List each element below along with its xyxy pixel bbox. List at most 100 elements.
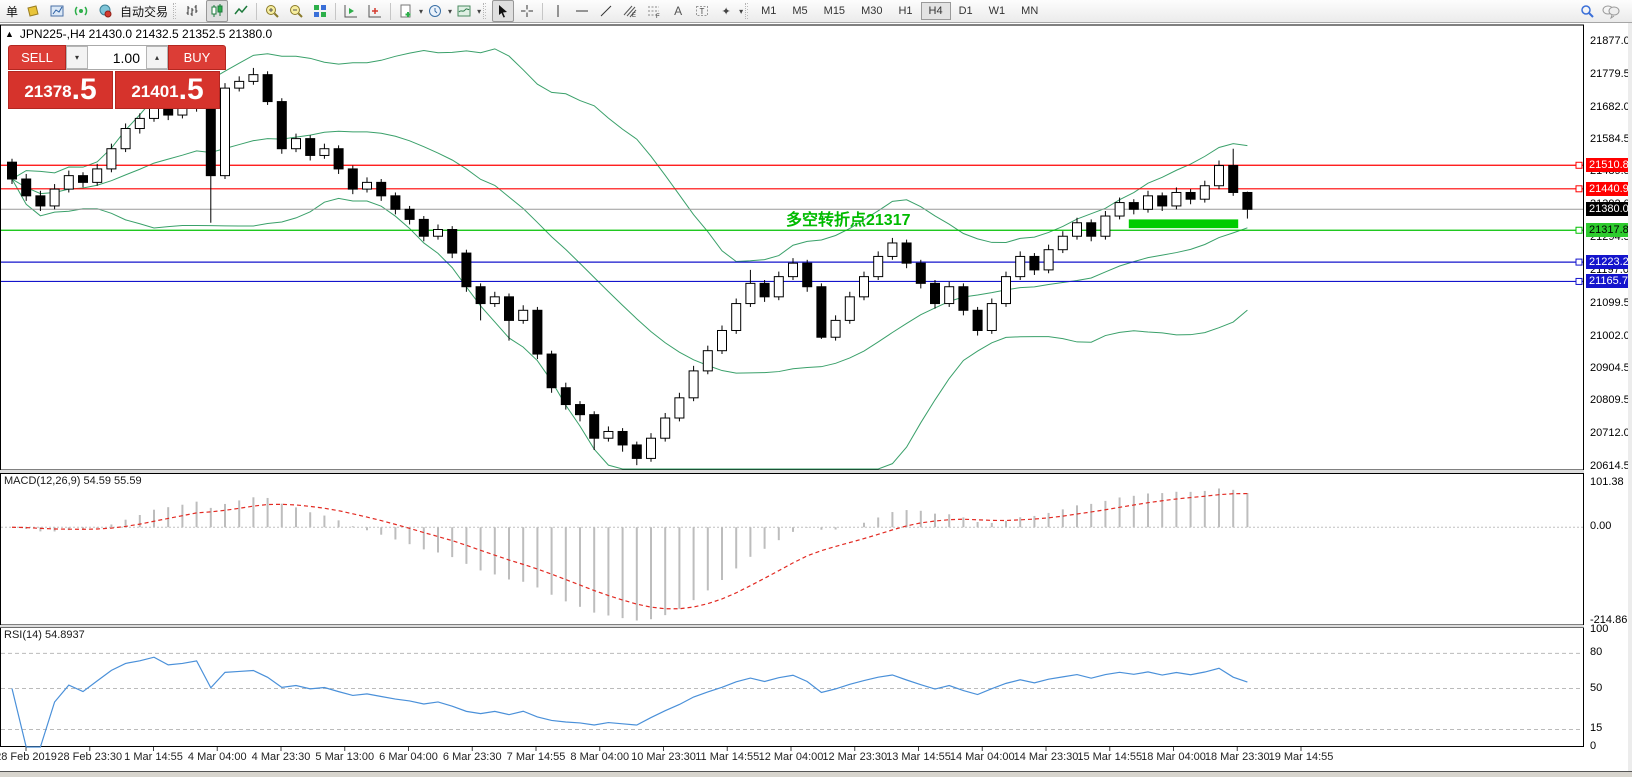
rsi-tick: 0	[1590, 740, 1597, 752]
time-axis-label: 28 Feb 23:30	[57, 751, 123, 763]
vertical-line-tool-icon[interactable]	[547, 0, 569, 22]
rsi-tick: 50	[1590, 681, 1603, 694]
time-axis-label: 18 Mar 23:30	[1204, 751, 1270, 763]
tile-windows-icon[interactable]	[309, 0, 331, 22]
one-click-toggle-icon[interactable]: ▲	[5, 29, 14, 39]
timeframe-H1[interactable]: H1	[898, 5, 913, 17]
timeframe-H4[interactable]: H4	[920, 2, 951, 20]
period-caret-icon[interactable]: ▾	[448, 6, 453, 16]
svg-text:T: T	[700, 7, 705, 16]
price-line-badge: 21165.7	[1586, 274, 1632, 289]
current-price-badge: 21380.0	[1586, 202, 1632, 217]
timeframe-M5[interactable]: M5	[792, 5, 808, 17]
add-indicator-icon[interactable]	[395, 0, 417, 22]
rsi-label: RSI(14) 54.8937	[4, 629, 85, 641]
time-axis-label: 12 Mar 04:00	[758, 751, 824, 763]
toolbar-separator	[542, 2, 544, 20]
one-click-trade-panel: SELL ▾ ▴ BUY 21378 .5 21401 .5	[8, 45, 226, 109]
price-line-badge: 21510.8	[1586, 158, 1632, 173]
search-icon[interactable]	[1576, 0, 1598, 22]
buy-price-fraction: .5	[178, 73, 204, 106]
rsi-tick: 80	[1590, 646, 1603, 659]
candlestick-chart-icon[interactable]	[206, 0, 229, 22]
trendline-tool-icon[interactable]	[595, 0, 617, 22]
crosshair-icon[interactable]	[516, 0, 538, 22]
chat-icon[interactable]	[1600, 0, 1622, 22]
time-axis-label: 6 Mar 23:30	[442, 751, 502, 763]
time-axis-label: 28 Feb 2019	[0, 751, 57, 763]
zoom-out-icon[interactable]	[285, 0, 307, 22]
time-axis-label: 7 Mar 14:55	[506, 751, 566, 763]
timeframe-W1[interactable]: W1	[988, 5, 1006, 17]
price-tick: 21002.0	[1590, 329, 1630, 342]
timeframe-M30[interactable]: M30	[861, 5, 883, 17]
price-tick: 20614.5	[1590, 459, 1630, 472]
timeframe-D1[interactable]: D1	[958, 5, 973, 17]
new-order-button[interactable]: 单	[6, 4, 19, 19]
sell-price-main: 21378	[24, 82, 72, 101]
zoom-in-icon[interactable]	[261, 0, 283, 22]
price-tick: 21099.5	[1590, 296, 1630, 309]
right-edge-strip	[1628, 23, 1632, 777]
timeframe-MN[interactable]: MN	[1021, 5, 1039, 17]
text-tool-icon[interactable]: A	[674, 4, 683, 18]
price-tick: 21877.0	[1590, 35, 1630, 47]
price-tick: 20712.0	[1590, 427, 1630, 440]
horizontal-line-tool-icon[interactable]	[571, 0, 593, 22]
history-icon[interactable]	[22, 0, 44, 22]
autotrading-icon[interactable]	[94, 0, 116, 22]
sell-price[interactable]: 21378 .5	[8, 71, 113, 109]
price-tick: 21584.5	[1590, 133, 1630, 146]
equidistant-channel-icon[interactable]: E	[619, 0, 641, 22]
macd-tick: 0.00	[1590, 520, 1612, 533]
time-axis-label: 5 Mar 13:00	[315, 751, 375, 763]
fibonacci-icon[interactable]: F	[643, 0, 665, 22]
cursor-icon[interactable]	[492, 0, 515, 22]
macd-tick: -214.86	[1590, 613, 1628, 626]
macd-tick: 101.38	[1590, 476, 1624, 488]
price-tick: 21682.0	[1590, 100, 1630, 113]
rsi-tick: 15	[1590, 722, 1603, 735]
time-axis-label: 19 Mar 14:55	[1268, 751, 1334, 763]
line-chart-icon[interactable]	[230, 0, 252, 22]
chart-canvas[interactable]	[0, 23, 1632, 777]
template-caret-icon[interactable]: ▾	[477, 6, 482, 16]
chart-shift-icon[interactable]	[364, 0, 386, 22]
buy-price[interactable]: 21401 .5	[115, 71, 220, 109]
shapes-tool-icon[interactable]: ✦	[721, 5, 731, 18]
volume-decrease-icon[interactable]: ▾	[66, 46, 88, 69]
macd-label: MACD(12,26,9) 54.59 55.59	[4, 475, 142, 487]
volume-stepper: ▾ ▴	[66, 45, 168, 70]
pivot-annotation: 多空转折点21317	[786, 212, 911, 229]
market-watch-icon[interactable]	[46, 0, 68, 22]
bottom-edge-strip	[0, 771, 1632, 777]
chart-title-row: ▲ JPN225-,H4 21430.0 21432.5 21352.5 213…	[5, 27, 272, 41]
label-tool-icon[interactable]: T	[691, 0, 713, 22]
signal-icon[interactable]	[70, 0, 92, 22]
shapes-caret-icon[interactable]: ▾	[739, 6, 744, 16]
buy-button[interactable]: BUY	[168, 45, 226, 70]
time-axis-label: 11 Mar 14:55	[695, 751, 760, 763]
buy-price-main: 21401	[131, 82, 179, 101]
svg-text:F: F	[656, 14, 660, 19]
auto-scroll-icon[interactable]	[340, 0, 362, 22]
bar-chart-icon[interactable]	[182, 0, 204, 22]
toolbar-grip	[745, 3, 752, 19]
price-line-badge: 21223.2	[1586, 255, 1632, 270]
timeframe-M1[interactable]: M1	[761, 5, 777, 17]
price-line-badge: 21317.8	[1586, 223, 1632, 238]
add-indicator-caret-icon[interactable]: ▾	[419, 6, 424, 16]
volume-input[interactable]	[88, 46, 146, 69]
timeframe-M15[interactable]: M15	[823, 5, 846, 17]
time-axis-label: 4 Mar 04:00	[187, 751, 247, 763]
time-axis-label: 15 Mar 14:55	[1077, 751, 1143, 763]
sell-price-fraction: .5	[71, 73, 97, 106]
template-icon[interactable]	[453, 0, 475, 22]
autotrading-button[interactable]: 自动交易	[120, 4, 169, 19]
sell-button[interactable]: SELL	[8, 45, 66, 70]
time-axis-label: 6 Mar 04:00	[379, 751, 438, 763]
time-axis-label: 13 Mar 14:55	[886, 751, 951, 763]
period-clock-icon[interactable]	[424, 0, 446, 22]
time-axis-label: 10 Mar 23:30	[631, 751, 696, 763]
volume-increase-icon[interactable]: ▴	[146, 46, 168, 69]
